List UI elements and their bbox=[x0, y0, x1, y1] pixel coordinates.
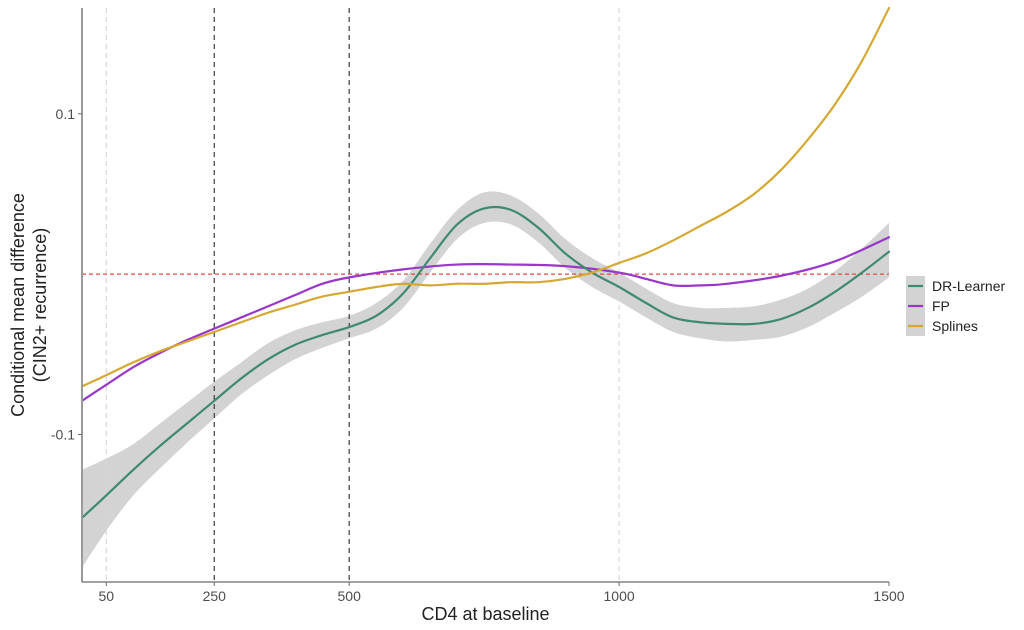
legend-item-dr-learner: DR-Learner bbox=[906, 276, 1005, 296]
y-axis-title-line: Conditional mean difference bbox=[8, 193, 28, 417]
legend-item-splines: Splines bbox=[906, 316, 978, 336]
x-tick-label: 500 bbox=[338, 588, 362, 604]
x-axis-title: CD4 at baseline bbox=[421, 604, 549, 624]
x-tick-label: 1500 bbox=[873, 588, 904, 604]
legend-label: FP bbox=[932, 298, 950, 314]
x-tick-label: 1000 bbox=[604, 588, 635, 604]
legend-label: DR-Learner bbox=[932, 278, 1005, 294]
series-lines bbox=[80, 6, 891, 519]
y-tick-label: 0.1 bbox=[56, 106, 76, 122]
y-axis-title: Conditional mean difference (CIN2+ recurr… bbox=[8, 193, 50, 417]
legend-item-fp: FP bbox=[906, 296, 950, 316]
x-tick-label: 250 bbox=[203, 588, 227, 604]
reference-lines bbox=[82, 8, 889, 582]
y-axis-ticks: -0.1 0.1 bbox=[51, 106, 82, 442]
series-line-dr-learner bbox=[80, 205, 891, 519]
x-axis-ticks: 50 250 500 1000 1500 bbox=[99, 582, 905, 604]
series-line-splines bbox=[80, 6, 891, 388]
confidence-ribbons bbox=[82, 191, 889, 568]
axes bbox=[81, 8, 889, 583]
legend-label: Splines bbox=[932, 318, 978, 334]
legend: DR-Learner FP Splines bbox=[906, 276, 1005, 336]
y-axis-title-line: (CIN2+ recurrence) bbox=[30, 228, 50, 383]
x-tick-label: 50 bbox=[99, 588, 115, 604]
ribbon-dr-learner bbox=[82, 191, 889, 568]
y-tick-label: -0.1 bbox=[51, 426, 75, 442]
